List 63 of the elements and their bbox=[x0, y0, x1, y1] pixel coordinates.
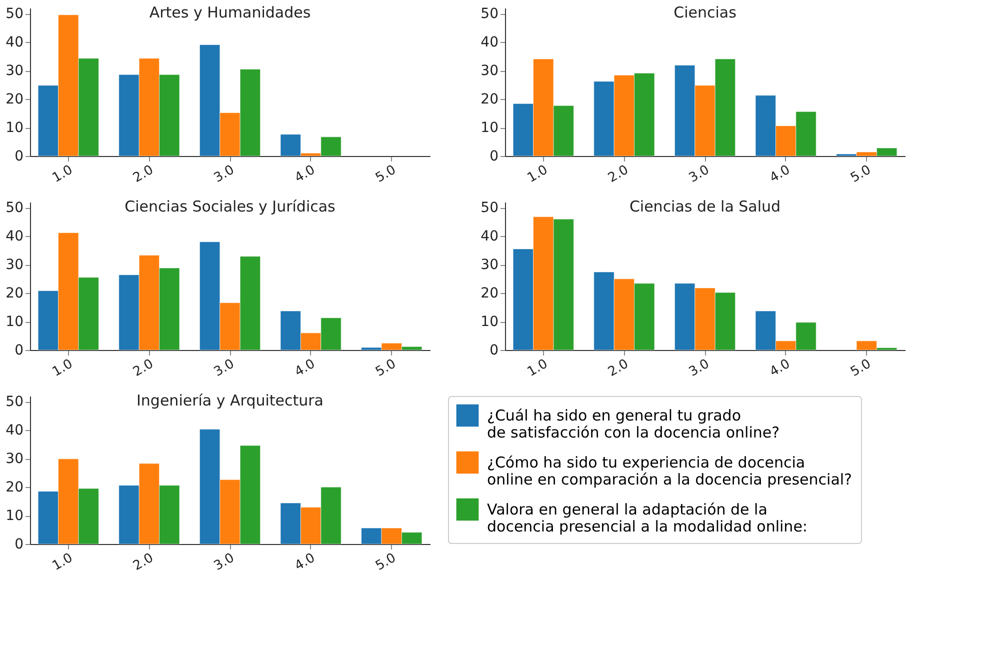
y-tick-label: 50 bbox=[6, 6, 24, 22]
x-tick-label: 1.0 bbox=[50, 356, 76, 380]
y-tick-label: 0 bbox=[490, 342, 498, 358]
chart-title: Artes y Humanidades bbox=[149, 4, 311, 22]
legend-label: ¿Cuál ha sido en general tu grado de satisfacción con la docencia online? bbox=[487, 406, 780, 442]
x-tick-label: 2.0 bbox=[606, 356, 632, 380]
legend-label: Valora en general la adaptación de la docencia presencial a la modalidad online: bbox=[487, 500, 808, 536]
chart-title: Ciencias de la Salud bbox=[629, 198, 781, 216]
x-tick-label: 2.0 bbox=[130, 162, 156, 186]
y-tick-label: 50 bbox=[480, 6, 498, 22]
x-tick-label: 5.0 bbox=[373, 356, 399, 380]
x-tick-label: 1.0 bbox=[524, 356, 550, 380]
x-tick-label: 4.0 bbox=[292, 162, 318, 186]
x-tick-label: 3.0 bbox=[686, 356, 712, 380]
x-tick-label: 1.0 bbox=[50, 162, 76, 186]
chart-title: Ingeniería y Arquitectura bbox=[136, 392, 324, 410]
y-tick-label: 0 bbox=[490, 148, 498, 164]
x-tick-label: 3.0 bbox=[212, 550, 237, 574]
y-tick-label: 10 bbox=[6, 314, 24, 330]
y-tick-label: 20 bbox=[6, 286, 24, 302]
x-tick-label: 2.0 bbox=[606, 162, 632, 186]
y-tick-label: 10 bbox=[480, 314, 498, 330]
y-tick-label: 40 bbox=[6, 228, 24, 245]
y-tick-label: 50 bbox=[6, 394, 24, 410]
y-tick-label: 10 bbox=[480, 120, 498, 136]
chart-title: Ciencias bbox=[674, 4, 737, 22]
y-tick-label: 30 bbox=[480, 257, 498, 274]
y-tick-label: 40 bbox=[480, 34, 498, 51]
x-tick-label: 2.0 bbox=[130, 550, 156, 574]
y-tick-label: 0 bbox=[14, 342, 24, 358]
x-tick-label: 1.0 bbox=[524, 162, 550, 186]
chart-title: Ciencias Sociales y Jurídicas bbox=[124, 198, 336, 216]
y-tick-label: 10 bbox=[6, 508, 24, 524]
y-tick-label: 30 bbox=[6, 451, 24, 468]
x-tick-label: 1.0 bbox=[50, 550, 76, 574]
y-tick-label: 40 bbox=[6, 34, 24, 51]
x-tick-label: 3.0 bbox=[686, 162, 712, 186]
y-tick-label: 40 bbox=[480, 228, 498, 245]
x-tick-label: 4.0 bbox=[767, 356, 793, 380]
x-tick-label: 5.0 bbox=[373, 550, 399, 574]
y-tick-label: 50 bbox=[6, 200, 24, 216]
y-tick-label: 30 bbox=[6, 257, 24, 274]
y-tick-label: 30 bbox=[480, 63, 498, 80]
y-tick-label: 40 bbox=[6, 422, 24, 439]
x-tick-label: 4.0 bbox=[292, 550, 318, 574]
x-tick-label: 5.0 bbox=[848, 162, 874, 186]
x-tick-label: 4.0 bbox=[292, 356, 318, 380]
y-tick-label: 50 bbox=[480, 200, 498, 216]
x-tick-label: 5.0 bbox=[373, 162, 399, 186]
x-tick-label: 5.0 bbox=[848, 356, 874, 380]
y-tick-label: 20 bbox=[480, 92, 498, 108]
y-tick-label: 20 bbox=[6, 480, 24, 496]
x-tick-label: 2.0 bbox=[130, 356, 156, 380]
y-tick-label: 0 bbox=[14, 536, 24, 552]
x-tick-label: 3.0 bbox=[212, 356, 237, 380]
y-tick-label: 30 bbox=[6, 63, 24, 80]
y-tick-label: 0 bbox=[14, 148, 24, 164]
x-tick-label: 3.0 bbox=[212, 162, 237, 186]
y-tick-label: 20 bbox=[480, 286, 498, 302]
y-tick-label: 20 bbox=[6, 92, 24, 108]
y-tick-label: 10 bbox=[6, 120, 24, 136]
legend-label: ¿Cómo ha sido tu experiencia de docencia online en comparación a la docencia presencial? bbox=[487, 454, 852, 488]
x-tick-label: 4.0 bbox=[767, 162, 793, 186]
